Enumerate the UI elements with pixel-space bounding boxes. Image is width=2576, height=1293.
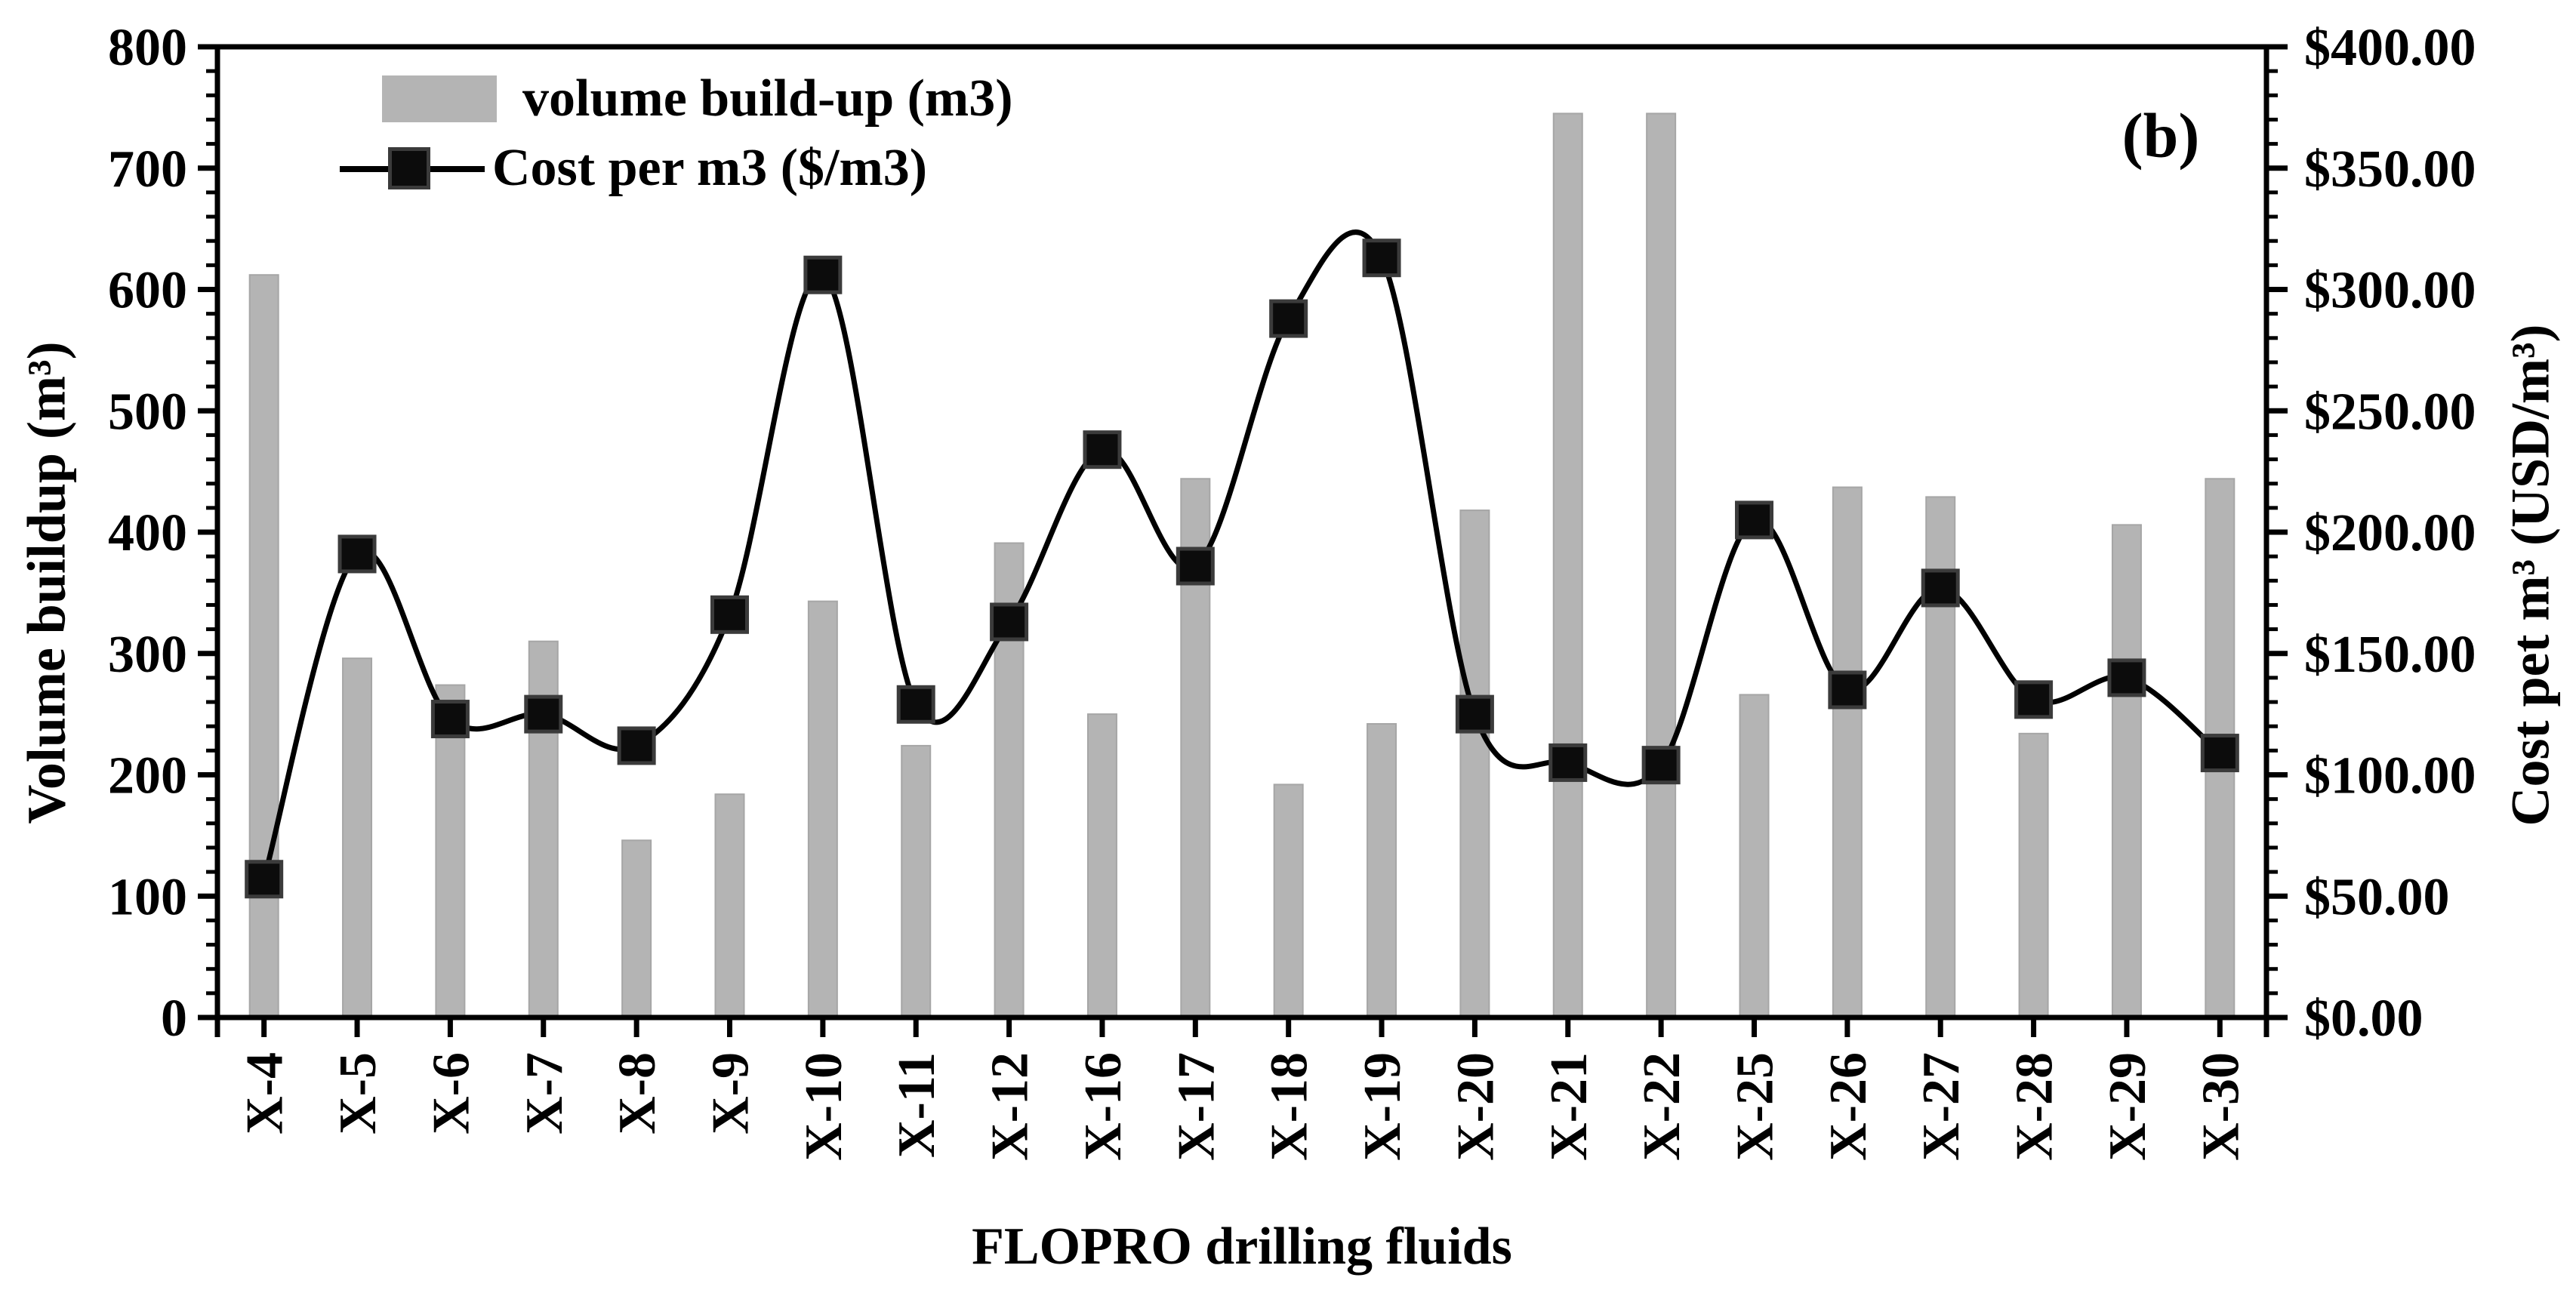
right-axis-tick-label: $200.00 bbox=[2304, 504, 2476, 562]
cost-marker-X-11 bbox=[896, 685, 935, 724]
bar-X-28 bbox=[2018, 732, 2049, 1018]
left-axis-tick-label: 800 bbox=[108, 19, 187, 77]
cost-marker-X-22 bbox=[1641, 746, 1681, 785]
x-axis-tick-label: X-27 bbox=[1912, 1052, 1971, 1161]
cost-marker-X-9 bbox=[710, 595, 749, 634]
right-axis-tick-label: $400.00 bbox=[2304, 19, 2476, 77]
cost-marker-X-25 bbox=[1735, 500, 1773, 540]
cost-marker-X-29 bbox=[2107, 658, 2146, 697]
left-axis-tick-label: 100 bbox=[108, 868, 187, 926]
bar-X-18 bbox=[1273, 783, 1304, 1018]
right-axis-tick-label: $150.00 bbox=[2304, 626, 2476, 684]
bar-X-22 bbox=[1646, 112, 1677, 1019]
left-axis-tick-label: 600 bbox=[108, 262, 187, 320]
bar-X-21 bbox=[1552, 112, 1583, 1019]
x-axis-tick-label: X-12 bbox=[981, 1052, 1040, 1161]
x-axis-tick-label: X-7 bbox=[516, 1052, 574, 1134]
legend-item-volume: volume build-up (m3) bbox=[340, 66, 1013, 131]
bar-X-11 bbox=[901, 744, 932, 1018]
cost-marker-X-7 bbox=[524, 694, 563, 734]
x-axis-tick-label: X-29 bbox=[2099, 1052, 2157, 1161]
right-axis-tick-label: $350.00 bbox=[2304, 140, 2476, 199]
cost-marker-X-6 bbox=[430, 700, 470, 739]
legend-cost-label: Cost per m3 ($/m3) bbox=[492, 139, 928, 197]
left-axis-tick-label: 300 bbox=[108, 626, 187, 684]
x-axis-tick-label: X-18 bbox=[1261, 1052, 1319, 1161]
right-axis-tick-label: $300.00 bbox=[2304, 262, 2476, 320]
cost-marker-X-10 bbox=[803, 255, 843, 294]
x-axis-tick-label: X-8 bbox=[609, 1052, 667, 1134]
bar-X-20 bbox=[1459, 510, 1490, 1018]
bar-X-19 bbox=[1367, 722, 1397, 1018]
x-axis-tick-label: X-28 bbox=[2006, 1052, 2064, 1161]
left-axis-title: Volume buildup (m³) bbox=[16, 341, 77, 824]
cost-marker-X-20 bbox=[1455, 694, 1494, 734]
x-axis-title: FLOPRO drilling fluids bbox=[972, 1218, 1512, 1276]
bar-X-9 bbox=[714, 793, 745, 1018]
x-axis-tick-label: X-6 bbox=[422, 1052, 480, 1134]
bar-X-4 bbox=[248, 274, 279, 1018]
x-axis-tick-label: X-26 bbox=[1820, 1052, 1878, 1161]
bar-X-5 bbox=[342, 657, 373, 1018]
x-axis-tick-label: X-21 bbox=[1540, 1052, 1598, 1161]
x-axis-tick-label: X-25 bbox=[1727, 1052, 1785, 1161]
left-axis-tick-label: 0 bbox=[161, 990, 187, 1048]
right-axis-tick-label: $100.00 bbox=[2304, 747, 2476, 805]
left-axis-tick-label: 500 bbox=[108, 383, 187, 441]
left-axis-tick-label: 200 bbox=[108, 747, 187, 805]
cost-marker-X-18 bbox=[1269, 299, 1308, 338]
cost-marker-X-30 bbox=[2200, 734, 2239, 773]
cost-marker-X-21 bbox=[1548, 743, 1588, 782]
x-axis-tick-label: X-11 bbox=[888, 1052, 946, 1158]
x-axis-tick-label: X-30 bbox=[2192, 1052, 2250, 1161]
right-axis-tick-label: $250.00 bbox=[2304, 383, 2476, 441]
panel-label: (b) bbox=[2122, 100, 2200, 171]
x-axis-tick-label: X-22 bbox=[1633, 1052, 1691, 1161]
legend-bar-swatch bbox=[382, 75, 497, 122]
bar-X-29 bbox=[2111, 524, 2142, 1018]
left-axis-tick-label: 700 bbox=[108, 140, 187, 199]
x-axis-tick-label: X-5 bbox=[329, 1052, 387, 1134]
left-axis-tick-label: 400 bbox=[108, 504, 187, 562]
cost-marker-X-28 bbox=[2014, 680, 2054, 719]
bar-X-25 bbox=[1739, 694, 1770, 1019]
bar-X-10 bbox=[807, 600, 838, 1018]
x-axis-tick-label: X-19 bbox=[1354, 1052, 1412, 1161]
x-axis-tick-label: X-17 bbox=[1167, 1052, 1225, 1161]
cost-marker-X-12 bbox=[990, 602, 1029, 642]
legend-volume-label: volume build-up (m3) bbox=[522, 69, 1013, 128]
bar-X-8 bbox=[621, 839, 652, 1019]
legend: volume build-up (m3) Cost per m3 ($/m3) bbox=[340, 66, 1013, 205]
cost-marker-X-27 bbox=[1921, 568, 1960, 608]
legend-item-cost: Cost per m3 ($/m3) bbox=[340, 131, 1013, 205]
x-axis-tick-label: X-10 bbox=[795, 1052, 853, 1161]
cost-marker-X-4 bbox=[245, 860, 284, 899]
right-axis-tick-label: $0.00 bbox=[2304, 990, 2423, 1048]
cost-marker-X-26 bbox=[1828, 670, 1867, 710]
x-axis-tick-label: X-4 bbox=[236, 1052, 294, 1134]
x-axis-tick-label: X-16 bbox=[1074, 1052, 1132, 1161]
x-axis-tick-label: X-9 bbox=[702, 1052, 760, 1134]
right-axis-tick-label: $50.00 bbox=[2304, 868, 2450, 926]
x-axis-tick-label: X-20 bbox=[1447, 1052, 1505, 1161]
legend-line-marker-swatch bbox=[340, 144, 485, 192]
right-axis-title: Cost pet m³ (USD/m³) bbox=[2500, 324, 2561, 827]
bar-X-26 bbox=[1832, 486, 1863, 1018]
cost-marker-X-19 bbox=[1362, 239, 1401, 278]
bar-X-16 bbox=[1086, 713, 1117, 1018]
cost-marker-X-5 bbox=[337, 534, 377, 574]
cost-marker-X-8 bbox=[617, 726, 656, 765]
cost-marker-X-16 bbox=[1083, 430, 1122, 469]
cost-marker-X-17 bbox=[1176, 546, 1215, 586]
